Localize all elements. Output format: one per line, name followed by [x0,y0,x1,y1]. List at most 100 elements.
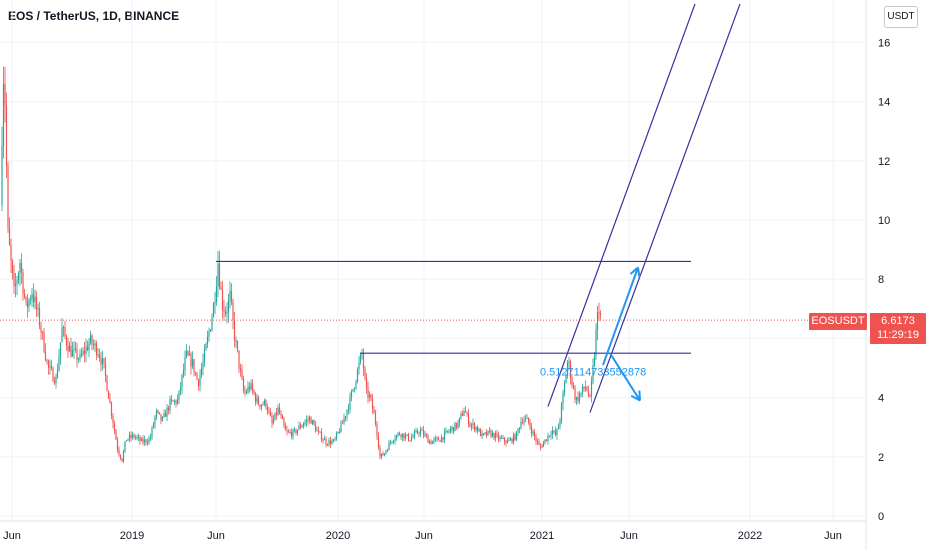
candle-body [550,434,552,436]
candle-body [491,432,494,437]
symbol-title: EOS / TetherUS, 1D, BINANCE [8,9,180,23]
candle-body [563,383,566,394]
candle-body [37,308,39,310]
candle-body [25,296,27,302]
candle-body [427,436,429,443]
candle-body [29,299,32,301]
candle-body [142,438,144,443]
candle-body [73,348,75,350]
candle-body [344,416,347,418]
candle-body [391,441,393,443]
candle-body [340,422,342,433]
candle-body [581,386,584,393]
candle-body [400,434,402,438]
candle-body [17,273,20,281]
candle-body [329,440,332,445]
candle-body [59,342,62,357]
candle-body [235,340,237,342]
candle-body [257,397,260,405]
candle-body [61,327,63,343]
x-tick-label: Jun [3,530,21,542]
drawings[interactable]: 0.5127114733552878 [0,3,866,413]
candle-body [289,431,291,433]
candle-body [319,431,321,433]
candle-body [523,420,525,423]
candle-body [359,354,362,363]
currency-badge[interactable]: USDT [884,6,918,28]
candle-body [238,350,240,369]
candle-body [365,378,368,388]
candle-body [44,351,47,360]
candle-body [88,343,90,351]
candle-body [496,433,498,435]
candle-body [488,430,491,432]
candle-body [383,453,386,456]
candle-body [296,429,299,434]
candle-body [556,429,558,436]
candle-body [268,411,270,413]
candle-body [476,426,479,432]
candle-body [169,399,171,411]
candle-body [466,412,468,414]
candle-body [595,329,597,357]
bar-countdown: 11:29:19 [876,329,919,341]
candle-body [589,395,591,397]
candle-body [301,425,303,428]
candle-body [415,430,417,433]
candle-body [469,424,471,427]
candle-body [262,404,264,406]
candle-body [424,434,426,436]
candle-body [232,302,234,321]
candle-body [308,417,311,421]
candle-body [407,434,410,441]
candle-body [116,439,119,450]
candle-body [445,430,447,432]
candle-body [362,352,365,369]
candle-body [436,437,438,439]
candle-body [95,343,98,356]
x-tick-label: Jun [207,530,225,542]
candle-body [392,440,395,442]
candle-body [28,299,30,308]
candle-body [214,301,216,304]
candle-body [494,433,497,439]
candle-body [46,359,48,361]
candle-body [71,349,74,357]
candle-body [593,356,596,366]
candle-body [278,407,281,414]
candle-body [322,440,324,442]
candle-body [157,410,159,413]
candle-body [470,424,473,427]
candle-body [139,436,141,441]
arrow-head [637,267,641,278]
candle-body [265,400,267,408]
candle-body [463,411,465,416]
candle-body [64,327,66,337]
candle-body [98,354,101,359]
candle-body [190,353,192,367]
candle-body [178,390,180,400]
candle-body [347,409,350,411]
candle-body [379,447,381,457]
candle-body [380,453,383,457]
candle-body [532,431,534,434]
arrow-head [629,266,639,275]
candle-body [526,417,528,419]
candle-body [313,420,315,425]
candle-body [382,453,384,456]
candle-body [97,354,99,356]
candle-body [482,433,485,435]
candle-body [599,313,602,316]
candle-body [451,427,453,430]
candle-body [130,434,132,438]
candle-body [11,260,14,274]
candle-body [206,336,209,345]
candle-body [82,350,84,355]
candle-body [2,83,5,146]
candle-body [401,433,404,438]
candle-body [371,398,374,410]
candle-body [454,422,456,432]
candle-body [203,350,206,362]
candle-body [247,386,249,393]
